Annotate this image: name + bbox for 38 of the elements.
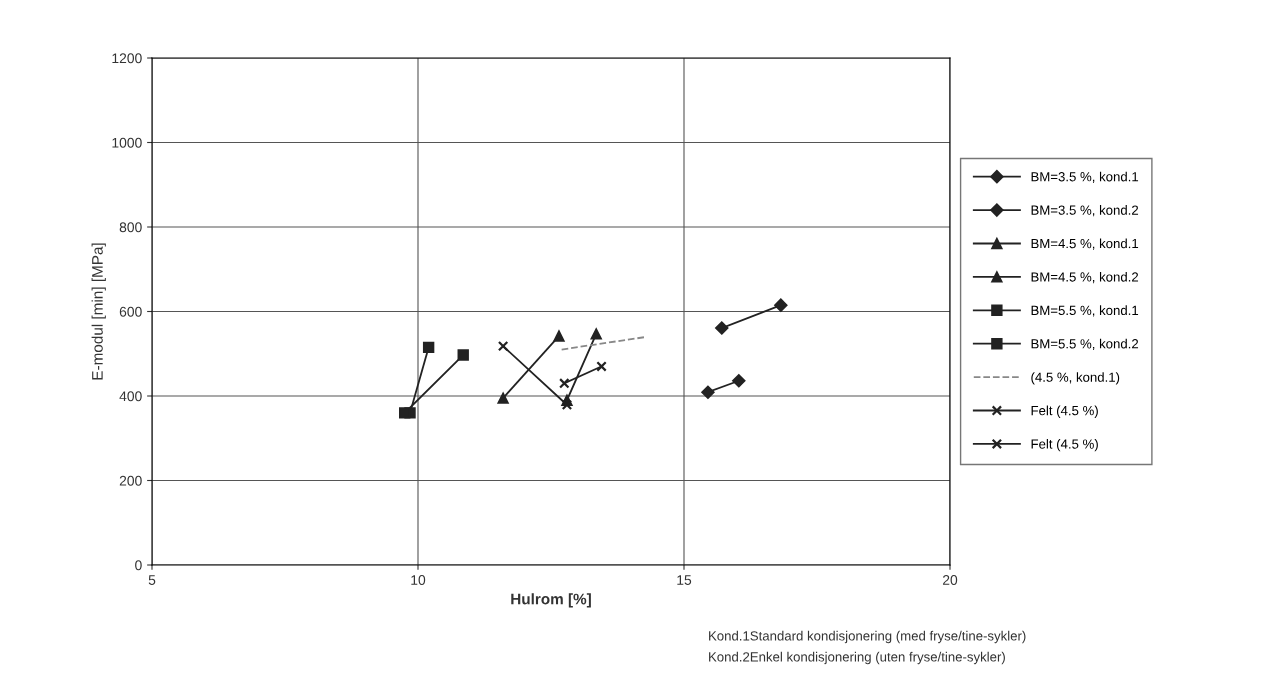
x-tick-label: 15 bbox=[677, 575, 692, 585]
legend-label: (4.5 %, kond.1) bbox=[1031, 372, 1120, 385]
x-tick-label: 5 bbox=[148, 575, 156, 585]
legend-label: BM=4.5 %, kond.1 bbox=[1031, 238, 1139, 250]
point bbox=[701, 385, 715, 399]
point bbox=[590, 328, 602, 340]
y-tick-label: 200 bbox=[119, 475, 142, 486]
y-tick-label: 1200 bbox=[112, 53, 142, 64]
point bbox=[732, 374, 746, 388]
legend-label: BM=4.5 %, kond.2 bbox=[1031, 271, 1139, 284]
point bbox=[457, 349, 469, 361]
legend-label: Felt (4.5 %) bbox=[1031, 405, 1098, 418]
point bbox=[596, 361, 607, 372]
point bbox=[774, 298, 788, 312]
legend-label: BM=3.5 %, kond.1 bbox=[1031, 171, 1139, 183]
x-axis-title: Hulrom [%] bbox=[511, 593, 591, 608]
legend-label: BM=3.5 %, kond.2 bbox=[1031, 205, 1139, 217]
text: Kond.1Standard kondisjonering (med fryse/tine-sykler) bbox=[709, 630, 1026, 644]
point bbox=[399, 407, 411, 419]
y-tick-label: 400 bbox=[119, 391, 142, 402]
point bbox=[715, 321, 729, 335]
legend-label: BM=5.5 %, kond.2 bbox=[1031, 338, 1139, 351]
x-tick-label: 20 bbox=[942, 575, 958, 585]
text: Kond.2Enkel kondisjonering (uten fryse/tine-sykler) bbox=[709, 651, 1005, 665]
x-tick-label: 10 bbox=[411, 575, 426, 585]
y-tick-label: 600 bbox=[119, 306, 142, 317]
legend-label: Felt (4.5 %) bbox=[1031, 438, 1098, 452]
y-axis-title: E-modul [min] [MPa] bbox=[91, 243, 106, 380]
y-tick-label: 0 bbox=[135, 560, 142, 571]
y-tick-label: 1000 bbox=[112, 137, 142, 148]
point bbox=[497, 392, 509, 404]
legend-label: BM=5.5 %, kond.1 bbox=[1031, 305, 1139, 317]
point bbox=[553, 330, 565, 342]
point bbox=[497, 340, 509, 352]
point bbox=[559, 378, 570, 389]
y-tick-label: 800 bbox=[119, 222, 142, 233]
point bbox=[561, 399, 573, 411]
point bbox=[422, 341, 435, 354]
